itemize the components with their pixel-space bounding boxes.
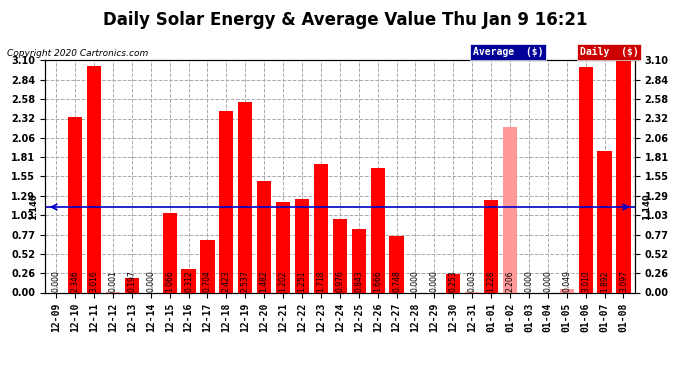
Text: 2.346: 2.346 — [70, 270, 79, 292]
Text: 1.140: 1.140 — [642, 194, 651, 220]
Text: 0.197: 0.197 — [128, 270, 137, 292]
Text: 0.003: 0.003 — [468, 270, 477, 292]
Text: 1.892: 1.892 — [600, 270, 609, 292]
Text: 1.202: 1.202 — [279, 270, 288, 292]
Bar — [238, 102, 253, 292]
Text: 0.000: 0.000 — [146, 270, 155, 292]
Text: 2.537: 2.537 — [241, 270, 250, 292]
Text: 0.000: 0.000 — [524, 270, 533, 292]
Bar — [616, 60, 631, 292]
Bar — [333, 219, 347, 292]
Text: 2.423: 2.423 — [222, 270, 231, 292]
Text: Daily Solar Energy & Average Value Thu Jan 9 16:21: Daily Solar Energy & Average Value Thu J… — [103, 11, 587, 29]
Text: 0.976: 0.976 — [335, 270, 344, 292]
Bar — [163, 213, 177, 292]
Bar — [578, 67, 593, 292]
Bar — [352, 229, 366, 292]
Bar — [389, 236, 404, 292]
Bar — [314, 164, 328, 292]
Bar — [87, 66, 101, 292]
Text: 1.140: 1.140 — [29, 194, 38, 220]
Bar — [503, 127, 517, 292]
Bar — [181, 269, 196, 292]
Text: Daily  ($): Daily ($) — [580, 47, 638, 57]
Text: 1.228: 1.228 — [486, 270, 495, 292]
Text: 0.312: 0.312 — [184, 270, 193, 292]
Text: 0.049: 0.049 — [562, 270, 571, 292]
Text: 0.000: 0.000 — [52, 270, 61, 292]
Bar — [257, 182, 271, 292]
Text: 0.000: 0.000 — [430, 270, 439, 292]
Bar — [276, 202, 290, 292]
Text: 1.066: 1.066 — [165, 270, 174, 292]
Text: 0.843: 0.843 — [354, 270, 363, 292]
Bar — [200, 240, 215, 292]
Text: 0.704: 0.704 — [203, 270, 212, 292]
Bar — [446, 273, 460, 292]
Text: 3.016: 3.016 — [90, 270, 99, 292]
Text: Average  ($): Average ($) — [473, 47, 543, 57]
Text: 0.253: 0.253 — [448, 270, 457, 292]
Bar — [68, 117, 82, 292]
Bar — [219, 111, 233, 292]
Text: 1.482: 1.482 — [259, 270, 268, 292]
Bar — [560, 289, 574, 292]
Text: 2.206: 2.206 — [506, 270, 515, 292]
Text: 1.718: 1.718 — [317, 270, 326, 292]
Bar — [598, 151, 611, 292]
Bar — [125, 278, 139, 292]
Text: 0.748: 0.748 — [392, 270, 401, 292]
Text: 3.010: 3.010 — [581, 270, 590, 292]
Text: 1.251: 1.251 — [297, 270, 306, 292]
Text: 0.000: 0.000 — [543, 270, 552, 292]
Text: Copyright 2020 Cartronics.com: Copyright 2020 Cartronics.com — [7, 49, 148, 58]
Text: 0.001: 0.001 — [108, 270, 117, 292]
Bar — [371, 168, 385, 292]
Text: 1.666: 1.666 — [373, 270, 382, 292]
Text: 3.097: 3.097 — [619, 270, 628, 292]
Bar — [295, 199, 309, 292]
Bar — [484, 200, 498, 292]
Text: 0.000: 0.000 — [411, 270, 420, 292]
